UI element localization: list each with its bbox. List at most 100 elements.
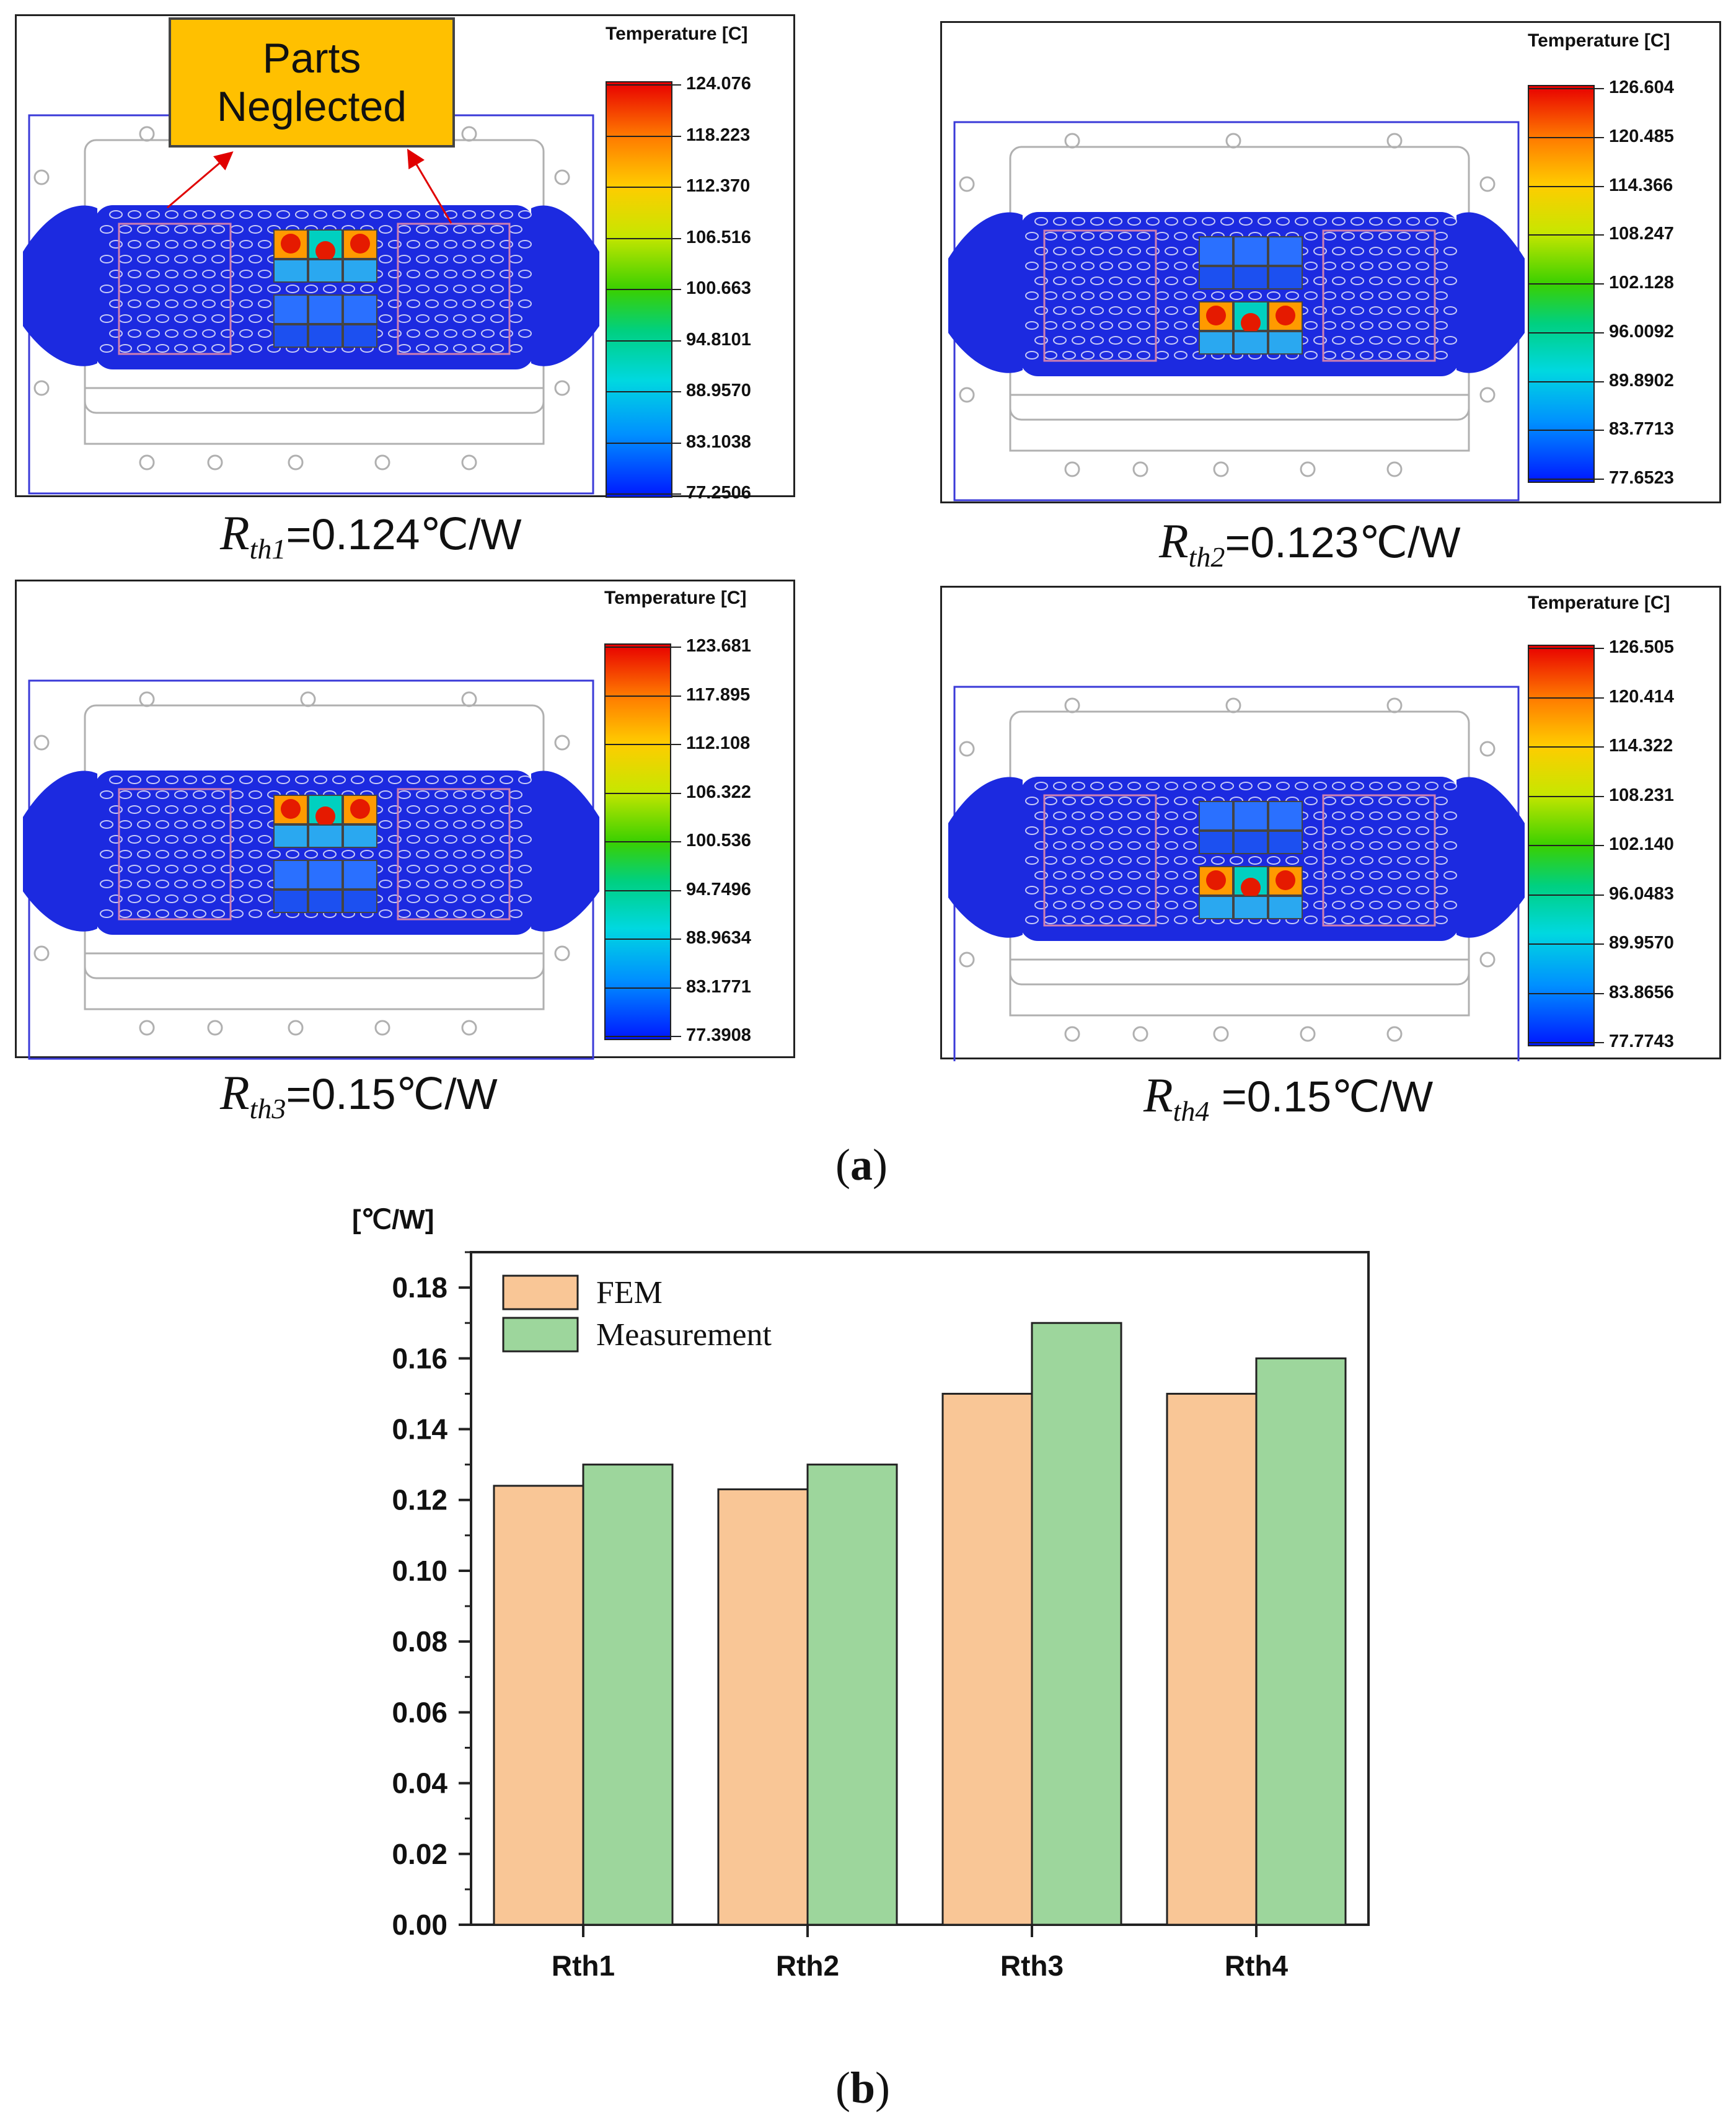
colorbar-tick-mark xyxy=(1528,992,1604,994)
y-tick-label: 0.06 xyxy=(392,1696,447,1728)
callout-line-2: Neglected xyxy=(216,83,407,130)
colorbar-tick-mark xyxy=(606,237,681,239)
colorbar-tick-mark xyxy=(606,792,681,794)
caption-letter: b xyxy=(850,2063,876,2113)
rth2-label: Rth2=0.123℃/W xyxy=(1159,513,1461,573)
colorbar-tick-mark xyxy=(1528,381,1604,382)
colorbar-tick-mark xyxy=(606,442,681,444)
power-module-outline xyxy=(948,686,1525,1061)
colorbar-title: Temperature [C] xyxy=(606,24,748,44)
r-subscript: th2 xyxy=(1188,541,1225,573)
y-axis-label: [℃/W] xyxy=(352,1204,434,1235)
colorbar-tick-mark xyxy=(606,695,681,697)
colorbar-tick-label: 108.231 xyxy=(1609,785,1674,805)
colorbar-tick-mark xyxy=(1528,746,1604,748)
colorbar-tick-label: 120.485 xyxy=(1609,126,1674,146)
colorbar-tick-label: 112.370 xyxy=(686,176,751,196)
bar-series xyxy=(493,1322,1347,1926)
colorbar-tick-mark xyxy=(606,340,681,342)
y-axis-ticks: 0.00 0.02 0.04 0.06 0.08 0.10 0.12 0.14 0.16 0.18 xyxy=(392,1251,471,1941)
colorbar-tick-mark xyxy=(606,84,681,86)
colorbar-tick-mark xyxy=(1528,1042,1604,1043)
colorbar-tick-label: 77.7743 xyxy=(1609,1031,1674,1051)
rth-value: =0.123℃/W xyxy=(1225,518,1461,567)
caption-letter: a xyxy=(850,1140,873,1190)
colorbar-tick-label: 83.1771 xyxy=(686,976,751,997)
colorbar-tick-label: 77.2506 xyxy=(686,483,751,503)
colorbar-title: Temperature [C] xyxy=(1528,30,1670,51)
colorbar-tick-label: 77.6523 xyxy=(1609,468,1674,488)
colorbar-tick-label: 118.223 xyxy=(686,125,751,145)
y-tick-label: 0.12 xyxy=(392,1484,447,1516)
thermal-map-rth2: Temperature [C] 126.604 120.485 114.366 108… xyxy=(940,21,1721,503)
colorbar-tick-mark xyxy=(1528,88,1604,89)
colorbar-tick-label: 77.3908 xyxy=(686,1025,751,1045)
callout-arrows xyxy=(167,148,452,224)
power-module-outline xyxy=(948,121,1525,501)
colorbar-tick-mark xyxy=(606,289,681,290)
rth-value: =0.15℃/W xyxy=(286,1070,498,1118)
thermal-map-rth3: Temperature [C] 123.681 117.895 112.108 106… xyxy=(15,580,795,1060)
y-tick-label: 0.18 xyxy=(392,1271,447,1304)
colorbar-tick-mark xyxy=(606,493,681,495)
x-tick-label: Rth1 xyxy=(552,1950,615,1982)
x-tick-label: Rth2 xyxy=(776,1950,839,1982)
r-subscript: th4 xyxy=(1173,1095,1210,1127)
colorbar-title: Temperature [C] xyxy=(604,588,747,608)
r-symbol: R xyxy=(220,506,250,560)
r-subscript: th3 xyxy=(249,1093,286,1124)
bar-fem-rth2 xyxy=(717,1488,809,1926)
y-tick-label: 0.10 xyxy=(392,1555,447,1587)
colorbar-tick-label: 94.7496 xyxy=(686,879,751,899)
colorbar-tick-mark xyxy=(606,744,681,745)
colorbar-tick-label: 106.322 xyxy=(686,782,751,802)
r-subscript: th1 xyxy=(249,533,286,565)
rth-value: =0.124℃/W xyxy=(286,510,522,559)
colorbar-tick-label: 89.8902 xyxy=(1609,370,1674,391)
colorbar-tick-label: 112.108 xyxy=(686,733,751,753)
bar-measurement-rth1 xyxy=(582,1464,674,1926)
colorbar-tick-mark xyxy=(1528,234,1604,236)
bar-measurement-rth4 xyxy=(1255,1357,1347,1926)
colorbar-tick-label: 106.516 xyxy=(686,227,751,247)
rth-bar-chart: [℃/W] 0.000.020.040.060.080.100.120.140.… xyxy=(352,1204,1370,1982)
colorbar-tick-mark xyxy=(1528,479,1604,480)
legend-swatch xyxy=(502,1317,579,1353)
parts-neglected-callout: Parts Neglected xyxy=(169,17,455,148)
legend-swatch xyxy=(502,1274,579,1310)
bar-fem-rth4 xyxy=(1166,1392,1258,1926)
callout-line-1: Parts xyxy=(262,34,361,82)
rth3-label: Rth3=0.15℃/W xyxy=(220,1065,498,1125)
colorbar-tick-mark xyxy=(1528,845,1604,846)
module-heatmap-graphic xyxy=(948,121,1525,501)
colorbar-tick-mark xyxy=(1528,943,1604,945)
r-symbol: R xyxy=(1159,514,1189,568)
legend-label: Measurement xyxy=(596,1317,772,1353)
colorbar-tick-label: 88.9570 xyxy=(686,381,751,400)
colorbar-tick-label: 96.0092 xyxy=(1609,321,1674,342)
y-tick-label: 0.14 xyxy=(392,1413,447,1446)
bar-measurement-rth2 xyxy=(806,1464,898,1926)
colorbar-tick-label: 117.895 xyxy=(686,684,751,705)
colorbar-tick-label: 120.414 xyxy=(1609,686,1674,707)
y-tick-label: 0.00 xyxy=(392,1909,447,1941)
y-tick-label: 0.02 xyxy=(392,1838,447,1870)
colorbar-tick-mark xyxy=(1528,648,1604,649)
colorbar-tick-label: 83.7713 xyxy=(1609,419,1674,439)
colorbar-tick-label: 126.604 xyxy=(1609,77,1674,97)
chart-legend: FEM Measurement xyxy=(502,1274,772,1353)
colorbar-tick-mark xyxy=(1528,185,1604,187)
colorbar-tick-mark xyxy=(1528,894,1604,896)
colorbar-tick-label: 123.681 xyxy=(686,636,751,656)
power-module-outline xyxy=(23,679,599,1060)
rth1-label: Rth1=0.124℃/W xyxy=(220,505,522,565)
panel-a-caption: (a) xyxy=(835,1139,888,1191)
r-symbol: R xyxy=(1143,1068,1173,1122)
colorbar-tick-mark xyxy=(606,987,681,989)
colorbar-tick-label: 94.8101 xyxy=(686,329,751,350)
caption-open: ( xyxy=(835,2063,850,2113)
colorbar-tick-mark xyxy=(1528,332,1604,333)
legend-label: FEM xyxy=(596,1275,663,1310)
colorbar-tick-label: 83.1038 xyxy=(686,431,751,452)
colorbar-tick-label: 89.9570 xyxy=(1609,933,1674,953)
